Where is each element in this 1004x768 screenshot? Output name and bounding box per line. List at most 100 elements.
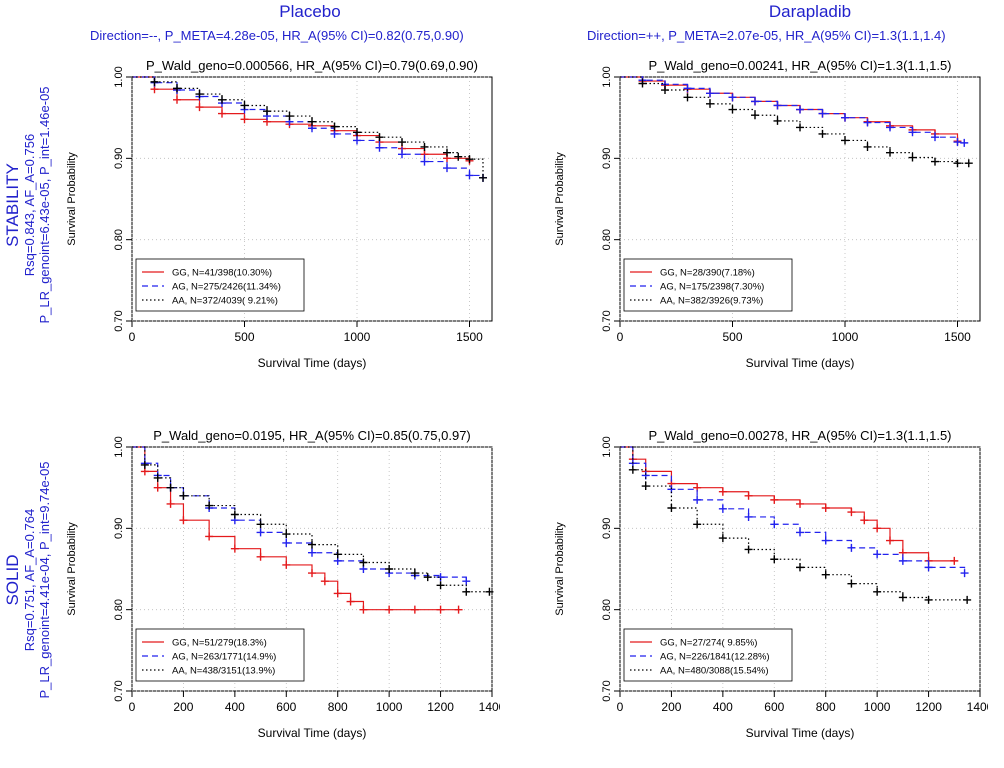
row-label-stability: STABILITY Rsq=0.843, AF_A=0.756 P_LR_gen… (3, 55, 52, 355)
censor-mark (728, 93, 737, 102)
x-axis-label: Survival Time (days) (258, 356, 367, 370)
censor-mark (173, 95, 181, 104)
chart-title: P_Wald_geno=0.000566, HR_A(95% CI)=0.79(… (146, 58, 478, 73)
x-tick-label: 800 (328, 700, 348, 714)
censor-mark (770, 520, 779, 529)
legend-label: AA, N=438/3151(13.9%) (172, 666, 275, 677)
censor-mark (230, 544, 239, 553)
y-tick-label: 1.00 (113, 436, 125, 457)
censor-mark (285, 112, 294, 121)
censor-mark (744, 545, 753, 554)
censor-mark (886, 536, 894, 545)
y-tick-label: 0.80 (601, 229, 613, 250)
censor-mark (359, 558, 368, 567)
censor-mark (218, 95, 226, 104)
x-tick-label: 1000 (832, 330, 859, 344)
censor-mark (693, 495, 702, 504)
censor-mark (205, 501, 214, 510)
km-plot-solid-darapladib: P_Wald_geno=0.00278, HR_A(95% CI)=1.3(1.… (554, 428, 988, 740)
y-tick-label: 0.70 (601, 310, 613, 331)
censor-mark (796, 105, 804, 114)
censor-mark (667, 504, 676, 512)
censor-mark (796, 499, 804, 508)
censor-mark (308, 117, 316, 126)
x-tick-label: 800 (816, 700, 836, 714)
legend-label: GG, N=27/274( 9.85%) (660, 638, 757, 649)
censor-mark (166, 499, 175, 508)
censor-mark (873, 550, 882, 559)
censor-mark (179, 516, 188, 525)
censor-mark (706, 99, 714, 108)
legend-label: AG, N=275/2426(11.34%) (172, 282, 281, 293)
censor-mark (661, 86, 669, 95)
censor-mark (706, 89, 714, 98)
column-subtitle-placebo: Direction=--, P_META=4.28e-05, HR_A(95% … (90, 28, 464, 43)
censor-mark (931, 133, 939, 142)
censor-mark (385, 605, 394, 614)
y-tick-label: 1.00 (601, 436, 613, 457)
y-tick-label: 0.80 (601, 599, 613, 620)
censor-mark (205, 532, 214, 541)
censor-mark (308, 548, 316, 557)
legend-label: AA, N=382/3926(9.73%) (660, 296, 763, 307)
censor-mark (150, 77, 159, 86)
x-tick-label: 0 (617, 330, 624, 344)
censor-mark (963, 595, 972, 604)
censor-mark (436, 581, 445, 590)
censor-mark (796, 528, 804, 537)
censor-mark (931, 157, 939, 166)
x-tick-label: 600 (764, 700, 784, 714)
censor-mark (683, 93, 692, 102)
censor-mark (683, 84, 692, 93)
censor-mark (256, 528, 265, 537)
censor-mark (718, 534, 727, 543)
censor-mark (744, 491, 753, 500)
censor-mark (718, 487, 727, 496)
censor-mark (847, 543, 856, 552)
censor-mark (953, 138, 962, 147)
censor-mark (218, 109, 226, 118)
censor-mark (398, 150, 406, 159)
censor-mark (770, 495, 779, 504)
censor-mark (863, 142, 872, 151)
censor-mark (153, 483, 162, 492)
censor-mark (333, 550, 342, 559)
censor-mark (140, 460, 149, 469)
row-label-solid: SOLID Rsq=0.751, AF_A=0.764 P_LR_genoint… (3, 430, 52, 730)
censor-mark (773, 101, 782, 110)
censor-mark (728, 105, 737, 114)
censor-mark (454, 605, 463, 614)
censor-mark (465, 171, 474, 180)
survival-curve-aa (620, 76, 969, 164)
censor-mark (924, 595, 933, 604)
censor-mark (454, 152, 463, 161)
censor-mark (320, 577, 329, 586)
censor-mark (462, 587, 471, 596)
legend-box (623, 628, 793, 682)
km-plot-stability-placebo: P_Wald_geno=0.000566, HR_A(95% CI)=0.79(… (66, 58, 493, 370)
censor-mark (410, 569, 419, 578)
censor-mark (436, 605, 445, 614)
y-tick-label: 0.80 (113, 599, 125, 620)
censor-mark (770, 555, 779, 564)
censor-mark (465, 155, 474, 164)
column-title-placebo: Placebo (279, 2, 341, 21)
y-tick-label: 1.00 (113, 66, 125, 87)
legend-label: GG, N=41/398(10.30%) (172, 268, 272, 279)
survival-curve-gg (620, 446, 955, 562)
censor-mark (818, 129, 827, 138)
x-axis-label: Survival Time (days) (746, 356, 855, 370)
km-plot-solid-placebo: P_Wald_geno=0.0195, HR_A(95% CI)=0.85(0.… (66, 428, 500, 740)
censor-mark (718, 504, 727, 513)
y-tick-label: 0.90 (601, 148, 613, 169)
row-stat-line: Rsq=0.843, AF_A=0.756 (22, 133, 37, 277)
censor-mark (485, 587, 494, 596)
x-tick-label: 0 (617, 700, 624, 714)
legend-label: AG, N=263/1771(14.9%) (172, 652, 276, 663)
censor-mark (873, 587, 882, 596)
y-axis-label: Survival Probability (66, 522, 78, 616)
censor-mark (638, 79, 647, 88)
censor-mark (195, 90, 204, 99)
legend-label: AG, N=175/2398(7.30%) (660, 282, 764, 293)
